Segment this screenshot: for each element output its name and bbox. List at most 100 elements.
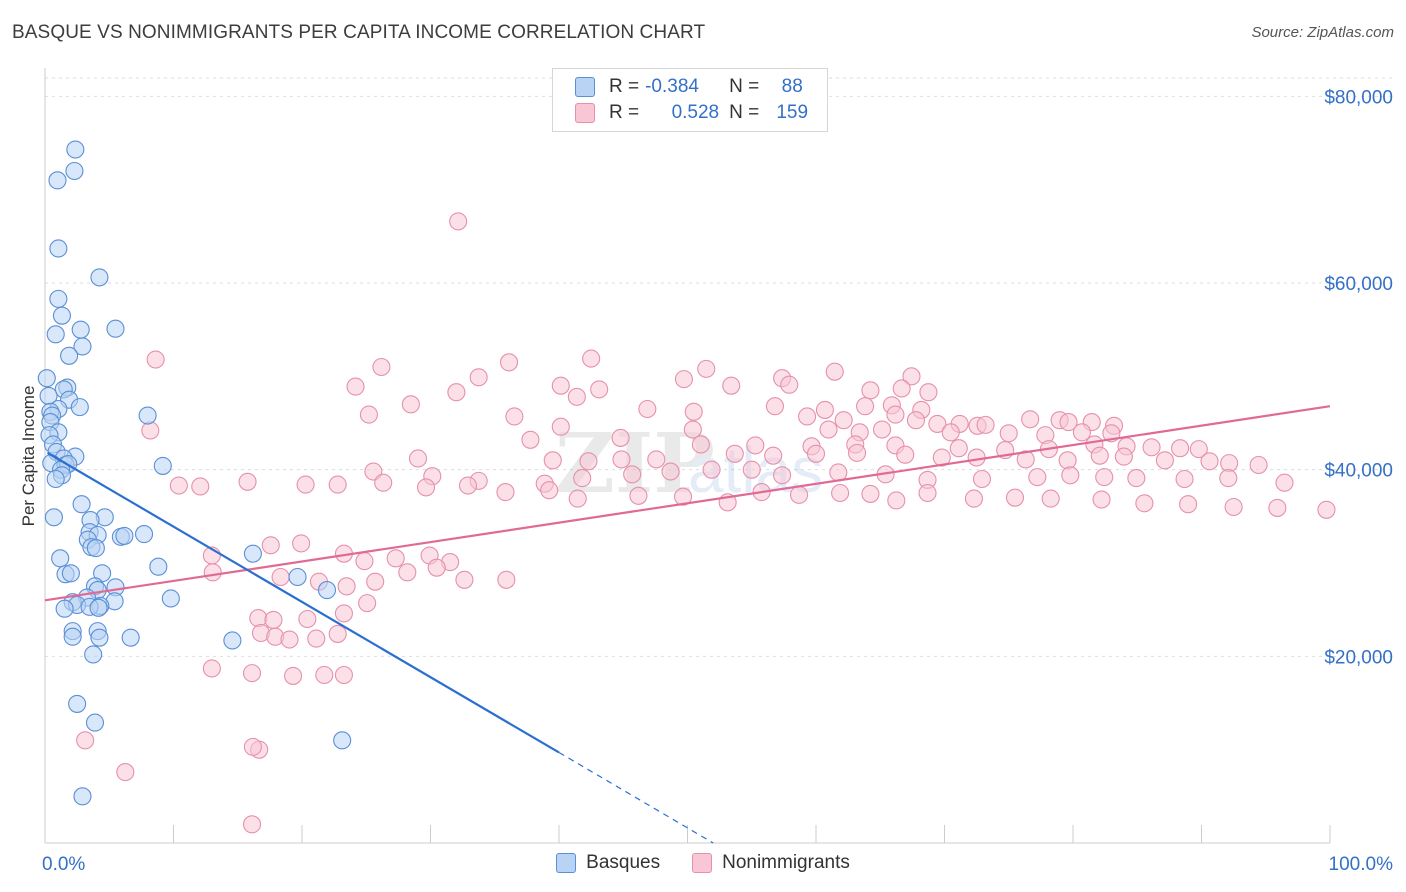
data-point [121,628,140,647]
legend-swatch-nonimmigrants [575,103,595,123]
data-point [68,694,87,713]
data-point [892,379,911,398]
data-point [280,630,299,649]
data-point [496,483,515,502]
data-point [398,563,417,582]
data-point [806,444,826,463]
x-tick-label-start: 0.0% [42,854,85,875]
data-point [243,544,262,563]
data-point [242,664,262,683]
data-point [334,604,353,623]
data-point [999,424,1018,443]
data-point [886,405,905,424]
data-point [647,450,666,469]
series-legend-label-basques: Basques [586,852,661,873]
data-point [46,325,65,344]
data-point [1059,413,1078,432]
data-point [307,629,326,648]
data-point [829,463,848,482]
data-point [540,481,559,500]
data-point [203,563,222,582]
data-point [764,446,783,465]
series-basques-points [37,140,352,806]
data-point [611,428,630,447]
data-point [337,577,356,596]
data-point [623,465,642,484]
y-tick-label: $60,000 [1324,274,1393,295]
data-point [932,448,951,467]
data-point [825,362,844,381]
data-point [37,369,56,388]
data-point [358,594,377,613]
y-tick-label: $20,000 [1324,647,1393,668]
data-point [661,462,680,481]
data-point [918,483,937,503]
data-point [374,473,393,492]
data-point [861,484,880,503]
data-point [742,460,761,479]
data-point [789,485,809,504]
trend-line-nonimmigrants [44,405,1331,602]
data-point [249,609,268,628]
data-point [765,397,785,416]
data-point [674,370,693,389]
data-point [161,589,180,608]
data-point [386,549,405,568]
tick-labels: $20,000 $40,000 $60,000 $80,000 0.0% 100.0% [42,87,1393,875]
legend-row-nonimmigrants: R = 0.528 N = 159 [575,100,813,126]
data-point [1095,468,1114,487]
x-tick-label-end: 100.0% [1329,854,1394,875]
data-point [573,469,592,488]
data-point [579,452,598,471]
data-point [89,598,108,617]
data-point [697,359,716,378]
data-point [902,367,921,386]
data-point [416,478,436,497]
data-point [141,421,160,440]
series-legend-label-nonimmigrants: Nonimmigrants [722,852,850,873]
data-point [359,405,378,424]
data-point [1005,488,1025,507]
data-point [60,346,79,365]
data-point [90,628,109,647]
series-legend: Basques Nonimmigrants [0,852,1406,874]
series-legend-nonimmigrants[interactable]: Nonimmigrants [692,852,850,874]
data-point [1317,500,1336,519]
data-point [582,349,601,368]
data-point [497,570,516,589]
data-point [928,414,947,433]
data-point [86,539,105,558]
data-point [271,567,290,587]
data-point [815,400,834,419]
data-point [298,609,317,629]
data-point [1061,466,1080,485]
data-point [84,645,103,664]
data-point [1135,494,1154,513]
data-point [1179,495,1198,514]
data-point [458,476,478,495]
data-point [296,475,315,494]
data-point [725,444,744,463]
data-point [115,526,134,545]
data-point [51,549,70,568]
data-point [1171,439,1190,458]
legend-r-value: 0.528 [671,102,720,123]
legend-swatch-basques [575,77,595,97]
data-point [505,407,524,426]
data-point [106,319,125,338]
data-point [63,627,82,646]
data-point [372,357,391,377]
data-point [1058,451,1077,470]
data-point [52,306,72,325]
data-point [138,406,157,425]
data-point [66,140,85,159]
legend-r-value: -0.384 [645,76,699,97]
data-point [919,383,938,402]
data-point [317,581,337,600]
data-point [543,451,562,470]
series-legend-basques[interactable]: Basques [556,852,660,874]
data-point [568,489,587,508]
data-point [1219,469,1238,488]
data-point [242,815,262,834]
data-point [455,570,474,589]
